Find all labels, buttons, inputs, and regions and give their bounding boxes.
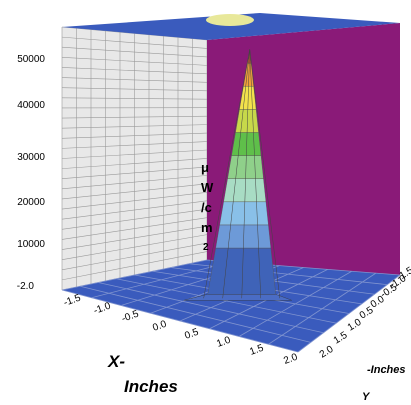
z-unit-char: μ <box>201 160 209 175</box>
grid-line <box>61 183 208 200</box>
z-tick-label: 50000 <box>17 54 45 65</box>
z-unit-char: 2 <box>203 242 209 253</box>
y-tick-label: 1.5 <box>332 330 350 347</box>
ceiling-projection <box>206 14 254 26</box>
grid-line <box>61 217 208 240</box>
grid-line <box>61 149 208 159</box>
floor-plane <box>62 260 400 352</box>
grid-line <box>61 242 208 271</box>
z-tick-label: 40000 <box>17 100 45 111</box>
z-unit-char: /c <box>201 200 212 215</box>
x-tick-label: -0.5 <box>120 308 140 324</box>
grid-line <box>268 272 377 345</box>
grid-line <box>61 77 208 83</box>
grid-line <box>61 225 208 250</box>
grid-line <box>61 166 208 180</box>
grid-line <box>61 97 208 100</box>
z-unit-char: m <box>201 220 213 235</box>
grid-line <box>61 158 208 169</box>
y-axis-label-line2: Y <box>362 391 371 403</box>
z-origin-label: -2.0 <box>17 281 35 292</box>
grid-line <box>61 192 208 210</box>
grid-line <box>61 46 208 58</box>
grid-line <box>61 251 208 281</box>
peak-mesh-lines <box>203 49 281 299</box>
mesh-line <box>249 49 262 299</box>
grid-line <box>61 67 208 75</box>
x-tick-label: 0.0 <box>151 319 168 334</box>
z-unit-char: W <box>201 180 214 195</box>
mesh-line <box>203 49 250 299</box>
x-axis-label-line1: X- <box>107 352 125 371</box>
grid-line <box>61 87 208 92</box>
z-tick-label: 20000 <box>17 197 45 208</box>
z-tick-label: 10000 <box>17 239 45 250</box>
grid-line <box>61 141 208 149</box>
grid-line <box>61 208 208 230</box>
grid-line <box>238 270 352 337</box>
z-axis-ticks: 50000 40000 30000 20000 10000 -2.0 <box>17 54 46 292</box>
grid-line <box>61 115 208 119</box>
grid-line <box>61 200 208 220</box>
grid-line <box>61 36 208 49</box>
mesh-line <box>249 49 281 299</box>
mesh-line <box>241 49 250 299</box>
y-axis-ticks: 2.0 1.5 1.0 0.5 0.0 -0.5 -1.0 -1.5 <box>318 265 411 361</box>
grid-line <box>61 57 208 66</box>
y-tick-label: 2.0 <box>318 344 336 361</box>
grid-line <box>61 124 208 129</box>
grid-line <box>61 234 208 260</box>
grid-line <box>61 175 208 190</box>
y-axis-label-line1: -Inches <box>367 364 406 376</box>
mesh-line <box>222 49 250 299</box>
x-tick-label: 1.5 <box>248 343 265 358</box>
z-axis-unit-label: μ W /c m 2 <box>201 160 214 253</box>
x-tick-label: 0.5 <box>183 327 200 342</box>
x-tick-label: 1.0 <box>215 335 232 350</box>
ceiling-plane <box>62 13 400 40</box>
z-tick-label: 30000 <box>17 152 45 163</box>
grid-line <box>297 274 401 353</box>
peak-base <box>183 294 292 301</box>
peak-band <box>207 247 276 295</box>
grid-line <box>61 132 208 139</box>
x-tick-label: 2.0 <box>282 352 299 367</box>
x-axis-label-line2: Inches <box>124 377 178 396</box>
